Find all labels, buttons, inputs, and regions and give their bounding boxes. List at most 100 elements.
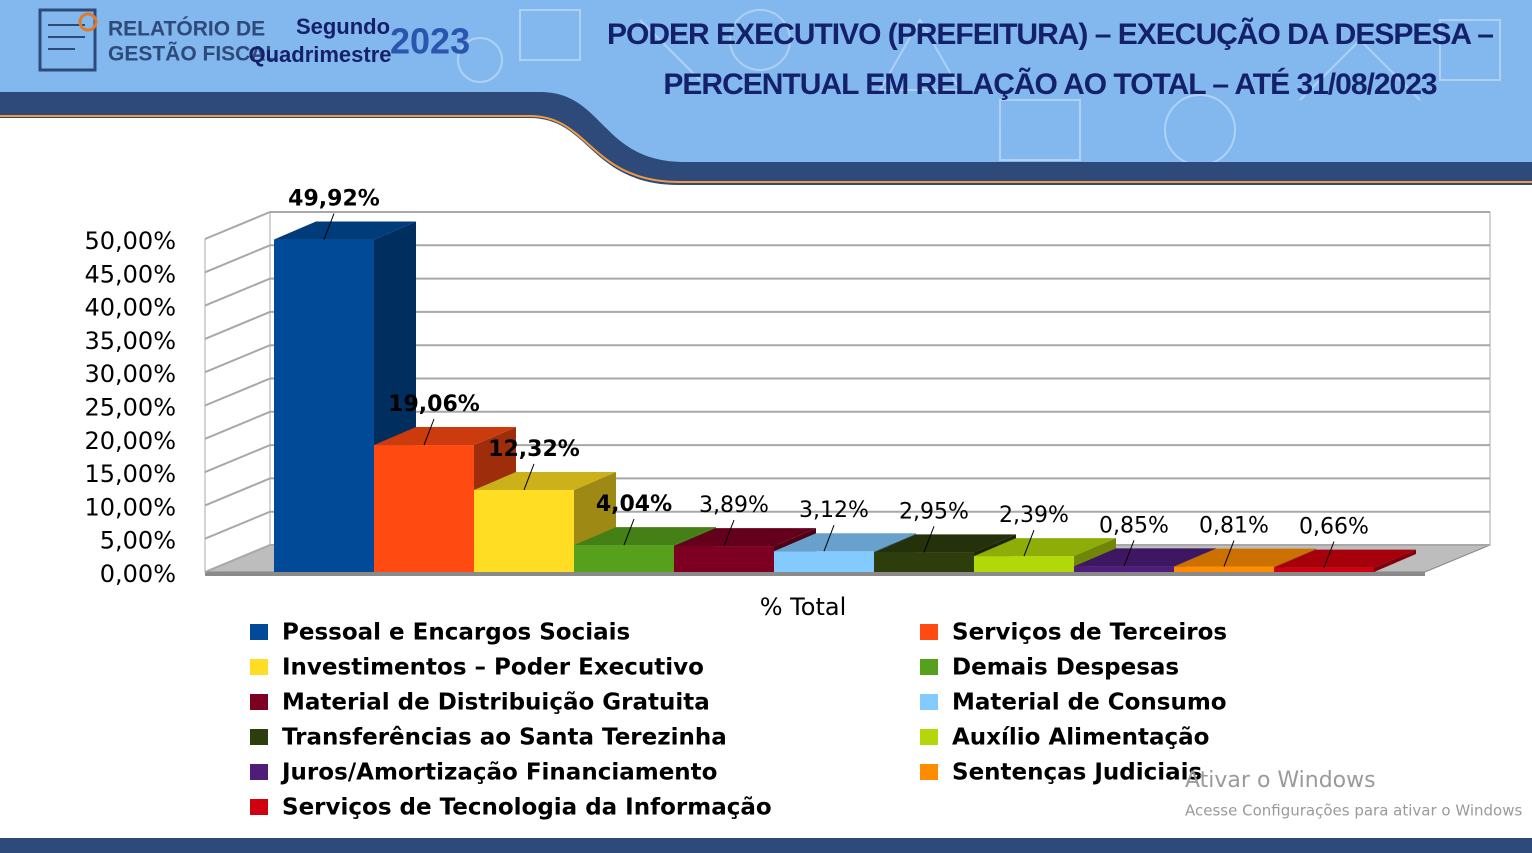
leader-line (423, 418, 435, 446)
bar-top (274, 221, 416, 240)
legend-label: Serviços de Terceiros (952, 620, 1227, 646)
legend-swatch (250, 659, 268, 675)
bar (1274, 549, 1416, 572)
legend-label: Investimentos – Poder Executivo (282, 655, 704, 681)
period: Segundo (296, 14, 390, 39)
y-tick-label: 50,00% (84, 227, 176, 255)
bar-top (974, 538, 1116, 557)
bar-top (1174, 548, 1316, 567)
bar (974, 538, 1116, 572)
legend-label: Material de Consumo (952, 690, 1227, 716)
y-tick-label: 25,00% (84, 394, 176, 422)
leader-line (823, 525, 835, 552)
period: Quadrimestre (248, 42, 391, 67)
leader-line (923, 526, 935, 553)
value-label: 4,04% (596, 492, 672, 517)
leader-line (723, 519, 735, 547)
legend-swatch (250, 764, 268, 780)
bar-top (1074, 548, 1216, 567)
footer-band (0, 838, 1532, 853)
logo-icon (38, 8, 98, 72)
legend-label: Demais Despesas (952, 655, 1179, 681)
leader-line (1223, 540, 1235, 567)
value-label: 0,85% (1099, 513, 1169, 538)
legend-swatch (250, 694, 268, 710)
bar-side (1374, 549, 1416, 572)
bar-front (574, 545, 674, 572)
grid-line (204, 211, 1490, 240)
header-accent (0, 115, 1532, 183)
value-label: 12,32% (488, 437, 580, 462)
legend-swatch (920, 764, 938, 780)
bar-top (474, 471, 616, 490)
grid-line (204, 477, 1490, 507)
legend-label: Sentenças Judiciais (952, 760, 1202, 786)
legend-label: Auxílio Alimentação (952, 725, 1209, 751)
grid-line (204, 410, 1490, 440)
y-tick-label: 15,00% (84, 460, 176, 488)
leader-line (523, 463, 535, 491)
y-tick-label: 5,00% (100, 527, 176, 555)
title: PODER EXECUTIVO (PREFEITURA) – EXECUÇÃO … (607, 17, 1493, 51)
y-tick-label: 30,00% (84, 360, 176, 388)
logo-text: GESTÃO FISCAL (108, 43, 279, 66)
value-label: 2,95% (899, 499, 969, 524)
bar (874, 534, 1016, 572)
value-label: 0,66% (1299, 515, 1369, 540)
bar-top (374, 427, 516, 446)
floor-edge (205, 572, 1425, 576)
bar-front (1274, 567, 1374, 572)
grid-line (204, 277, 1490, 307)
legend-label: Material de Distribuição Gratuita (282, 690, 710, 716)
leader-line (1023, 529, 1035, 557)
bar-front (1174, 566, 1274, 572)
legend-swatch (250, 624, 268, 640)
y-tick-label: 40,00% (84, 294, 176, 322)
leader-line (1123, 540, 1135, 567)
watermark: Ativar o Windows (1185, 768, 1376, 793)
bar-front (874, 552, 974, 572)
value-label: 3,89% (699, 493, 769, 518)
y-tick-label: 20,00% (84, 427, 176, 455)
x-axis-label: % Total (760, 593, 846, 621)
value-label: 49,92% (288, 187, 380, 212)
legend-swatch (250, 729, 268, 745)
legend-swatch (920, 694, 938, 710)
logo-text: RELATÓRIO DE (108, 17, 265, 41)
grid-line (204, 444, 1490, 474)
y-tick-label: 35,00% (84, 327, 176, 355)
bar-front (474, 489, 574, 572)
grid-line (204, 510, 1490, 540)
legend-swatch (920, 624, 938, 640)
header-pattern (457, 9, 1501, 166)
legend-swatch (250, 799, 268, 815)
grid-line (204, 344, 1490, 374)
value-label: 19,06% (388, 392, 480, 417)
bar-front (274, 239, 374, 572)
value-label: 0,81% (1199, 514, 1269, 539)
bar-front (374, 445, 474, 572)
bar-top (874, 534, 1016, 553)
legend-label: Pessoal e Encargos Sociais (282, 620, 630, 646)
bar-top (574, 527, 716, 546)
bar-front (774, 551, 874, 572)
leader-line (1323, 541, 1335, 568)
legend-label: Juros/Amortização Financiamento (280, 760, 717, 786)
bar-front (674, 546, 774, 572)
grid-line (204, 310, 1490, 340)
bar-top (774, 533, 916, 552)
leader-line (323, 213, 335, 240)
bar-top (1274, 549, 1416, 568)
title: PERCENTUAL EM RELAÇÃO AO TOTAL – ATÉ 31/… (663, 67, 1436, 101)
legend-swatch (920, 659, 938, 675)
bar-front (1074, 566, 1174, 572)
value-label: 2,39% (999, 503, 1069, 528)
value-label: 3,12% (799, 498, 869, 523)
y-tick-label: 10,00% (84, 493, 176, 521)
watermark: Acesse Configurações para ativar o Windo… (1185, 802, 1523, 820)
legend-swatch (920, 729, 938, 745)
legend-label: Transferências ao Santa Terezinha (282, 725, 727, 751)
legend-label: Serviços de Tecnologia da Informação (282, 795, 772, 821)
bar-top (674, 528, 816, 547)
